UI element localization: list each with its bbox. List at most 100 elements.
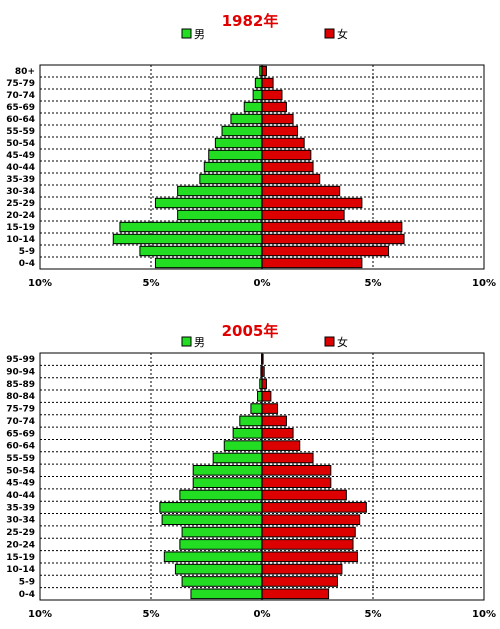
chart-title: 2005年 [222, 322, 279, 340]
legend-swatch [181, 28, 192, 39]
x-tick-label: 10% [472, 609, 496, 620]
bar-female-5-9 [261, 576, 338, 587]
bar-female-0-4 [261, 588, 330, 600]
chart-title: 1982年 [222, 12, 279, 30]
category-label: 30-34 [6, 187, 35, 197]
bar-male-55-59 [221, 125, 263, 137]
category-label: 35-39 [6, 503, 35, 513]
category-label: 65-69 [6, 429, 35, 439]
category-label: 50-54 [6, 139, 35, 149]
category-label: 25-29 [6, 199, 35, 209]
bar-male-40-44 [203, 161, 263, 173]
bar-female-35-39 [261, 173, 321, 185]
x-tick-label: 5% [365, 278, 382, 289]
bar-male-60-64 [230, 113, 263, 125]
bar-male-30-34 [177, 185, 263, 197]
bar-female-20-24 [261, 209, 345, 221]
bar-male-70-74 [239, 415, 263, 427]
category-label: 10-14 [6, 565, 35, 575]
bar-female-85-89 [261, 378, 267, 390]
bar-female-55-59 [261, 452, 314, 464]
category-label: 50-54 [6, 466, 35, 476]
x-tick-label: 0% [254, 609, 271, 620]
bar-female-15-19 [261, 551, 358, 563]
bar-male-10-14 [174, 563, 263, 575]
bar-female-5-9 [261, 245, 390, 257]
legend-label: 女 [337, 27, 348, 41]
bar-male-35-39 [199, 173, 263, 185]
bar-male-55-59 [212, 452, 263, 464]
bar-male-35-39 [159, 502, 263, 513]
bar-female-80+ [261, 65, 267, 77]
legend-label: 男 [194, 336, 205, 349]
x-tick-label: 5% [143, 278, 160, 289]
category-label: 45-49 [6, 151, 35, 161]
category-label: 35-39 [6, 175, 35, 185]
bar-female-25-29 [261, 526, 356, 538]
category-label: 20-24 [6, 211, 35, 221]
category-label: 15-19 [6, 553, 35, 563]
bar-female-50-54 [261, 137, 305, 149]
category-label: 5-9 [19, 247, 35, 257]
bar-male-75-79 [254, 77, 263, 89]
bar-female-0-4 [261, 257, 363, 269]
bar-male-15-19 [163, 551, 263, 563]
bar-female-45-49 [261, 477, 332, 488]
bar-male-50-54 [214, 137, 263, 149]
category-label: 0-4 [19, 259, 35, 269]
category-label: 80-84 [6, 392, 35, 402]
category-label: 70-74 [6, 91, 35, 101]
bar-male-5-9 [139, 245, 263, 257]
bar-female-40-44 [261, 161, 314, 173]
category-label: 25-29 [6, 528, 35, 538]
bar-female-75-79 [261, 77, 274, 89]
category-label: 40-44 [6, 163, 35, 173]
x-tick-label: 10% [28, 609, 52, 620]
bar-male-80-84 [257, 390, 263, 402]
x-tick-label: 5% [143, 609, 160, 620]
bar-male-5-9 [181, 576, 263, 587]
bar-male-20-24 [179, 539, 263, 550]
bar-female-65-69 [261, 101, 287, 113]
bar-female-30-34 [261, 185, 341, 197]
bar-male-0-4 [190, 588, 263, 600]
bar-male-65-69 [243, 101, 263, 113]
bar-female-30-34 [261, 514, 361, 526]
bar-female-35-39 [261, 502, 367, 513]
bar-female-40-44 [261, 489, 347, 501]
category-label: 60-64 [6, 442, 35, 452]
category-label: 15-19 [6, 223, 35, 233]
bar-male-20-24 [177, 209, 263, 221]
category-label: 65-69 [6, 103, 35, 113]
legend-label: 女 [337, 335, 348, 349]
legend-swatch [324, 336, 335, 347]
bar-female-70-74 [261, 89, 283, 101]
bar-female-25-29 [261, 197, 363, 209]
bar-male-45-49 [208, 149, 263, 161]
bar-female-10-14 [261, 563, 343, 575]
bar-male-0-4 [154, 257, 263, 269]
bar-male-65-69 [232, 427, 263, 439]
category-label: 40-44 [6, 491, 35, 501]
legend-swatch [181, 336, 192, 347]
bar-female-20-24 [261, 539, 354, 550]
bar-male-60-64 [223, 440, 263, 451]
category-label: 10-14 [6, 235, 35, 245]
bar-male-75-79 [250, 403, 263, 414]
bar-female-50-54 [261, 465, 332, 476]
bar-male-25-29 [181, 526, 263, 538]
x-tick-label: 10% [472, 278, 496, 289]
category-label: 0-4 [19, 590, 35, 600]
bar-female-10-14 [261, 233, 405, 245]
category-label: 75-79 [6, 79, 35, 89]
bar-female-55-59 [261, 125, 299, 137]
bar-male-25-29 [154, 197, 263, 209]
category-label: 85-89 [6, 380, 35, 390]
category-label: 80+ [15, 67, 35, 77]
category-label: 75-79 [6, 405, 35, 415]
legend-label: 男 [194, 28, 205, 41]
category-label: 20-24 [6, 540, 35, 550]
category-label: 90-94 [6, 368, 35, 378]
